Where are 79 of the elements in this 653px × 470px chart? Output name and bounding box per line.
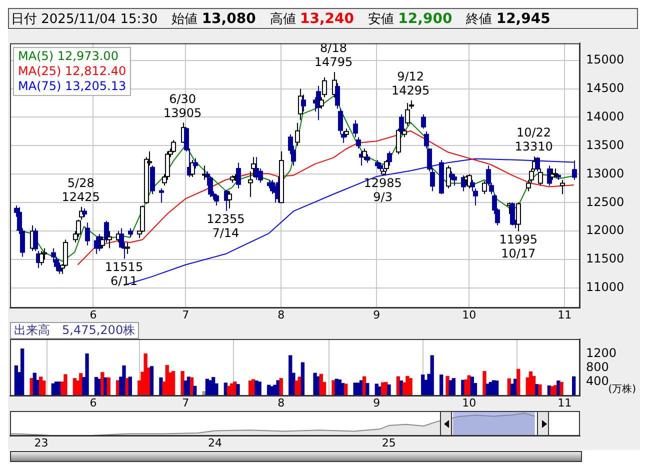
text: 終値 12,945	[466, 11, 550, 27]
annotation: 11995 10/17	[499, 232, 538, 261]
bar	[180, 371, 184, 396]
bar	[313, 372, 317, 396]
text: 安値 12,900	[368, 11, 452, 27]
bar	[560, 382, 564, 396]
x-tick-label: 7	[182, 396, 190, 410]
bar	[85, 353, 89, 396]
bar	[236, 384, 240, 396]
annotation: 9/12 14295	[391, 70, 430, 98]
bar	[516, 368, 520, 396]
bar	[42, 380, 46, 396]
annotation: 5/28 12425	[62, 176, 100, 204]
bar	[452, 378, 456, 396]
x-tick-label: 11	[558, 396, 572, 410]
bar	[144, 353, 148, 396]
bar	[572, 376, 576, 396]
bar	[332, 380, 336, 396]
bar	[279, 378, 283, 396]
x-tick-label: 10	[462, 308, 476, 322]
chart-title: 出来高 5,475,200株	[10, 322, 140, 339]
text: 日付 2025/11/04 15:30	[11, 12, 158, 27]
y-tick-label: 400	[586, 374, 609, 388]
bar	[482, 371, 486, 396]
y-tick-label: 13500	[586, 138, 624, 152]
bar	[64, 374, 68, 396]
annotation: 12355 7/14	[206, 212, 245, 240]
y-tick-label: 15000	[586, 52, 624, 66]
text: 始値 13,080	[172, 11, 256, 27]
bar	[128, 376, 132, 396]
bar	[300, 362, 305, 396]
y-tick-label: 14500	[586, 80, 624, 95]
bar	[387, 384, 391, 396]
x-tick-label: 7	[182, 308, 190, 322]
bar	[494, 380, 499, 396]
y-tick-label: 800	[586, 360, 609, 374]
x-tick-label: 9	[373, 308, 380, 322]
x-tick-label: 11	[558, 308, 572, 322]
bar	[538, 384, 542, 396]
bar	[408, 378, 412, 396]
bar	[446, 376, 450, 396]
x-tick-label: 6	[90, 308, 97, 322]
bar	[171, 371, 176, 396]
bar	[106, 377, 110, 396]
bar	[294, 380, 298, 396]
bar	[276, 380, 280, 396]
y-axis-title: (万株)	[608, 382, 636, 396]
bar	[258, 382, 262, 396]
x-tick-label: 23	[34, 436, 48, 450]
x-tick-label: 10	[462, 396, 476, 410]
annotation: 10/22 13310	[514, 126, 553, 154]
bar	[150, 366, 154, 396]
bar	[464, 379, 468, 396]
bar	[20, 348, 24, 396]
y-tick-label: 12500	[586, 194, 624, 209]
bar	[430, 355, 434, 396]
x-tick-label: 9	[373, 396, 380, 410]
x-tick-label: 6	[90, 396, 97, 410]
annotation: 6/30 13905	[163, 92, 202, 120]
x-tick-label: 8	[278, 396, 285, 410]
bar	[122, 365, 126, 396]
annotation: 12985 9/3	[364, 176, 402, 204]
y-tick-label: 11000	[586, 280, 624, 294]
bar	[440, 374, 444, 396]
y-tick-label: 11500	[586, 252, 624, 266]
annotation: 11515 6/11	[104, 260, 144, 288]
x-tick-label: 24	[208, 436, 222, 450]
bar	[30, 378, 34, 396]
y-tick-label: 12000	[586, 223, 624, 238]
bar	[104, 377, 108, 396]
x-tick-label: 25	[382, 436, 396, 450]
x-tick-label: 8	[278, 308, 285, 322]
text: MA(75) 13,205.13	[18, 79, 126, 94]
y-tick-label: 1200	[586, 346, 617, 360]
text: MA(25) 12,812.40	[18, 64, 126, 80]
text: 高値 13,240	[270, 11, 354, 27]
y-tick-label: 14000	[586, 109, 624, 124]
y-tick-label: 13000	[586, 166, 624, 180]
text: MA(5) 12,973.00	[18, 49, 120, 64]
